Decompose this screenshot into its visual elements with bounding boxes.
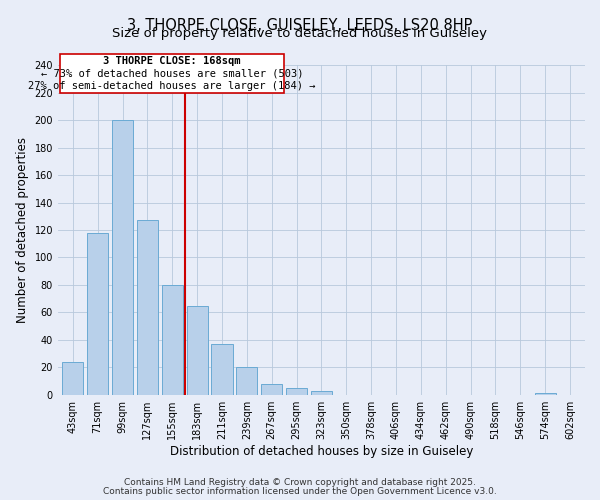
X-axis label: Distribution of detached houses by size in Guiseley: Distribution of detached houses by size … bbox=[170, 444, 473, 458]
Bar bbox=[236, 368, 257, 394]
Bar bbox=[61, 54, 284, 93]
Bar bbox=[311, 390, 332, 394]
Bar bbox=[211, 344, 233, 395]
Text: Size of property relative to detached houses in Guiseley: Size of property relative to detached ho… bbox=[113, 28, 487, 40]
Bar bbox=[286, 388, 307, 394]
Bar bbox=[261, 384, 282, 394]
Text: Contains public sector information licensed under the Open Government Licence v3: Contains public sector information licen… bbox=[103, 486, 497, 496]
Text: 3, THORPE CLOSE, GUISELEY, LEEDS, LS20 8HP: 3, THORPE CLOSE, GUISELEY, LEEDS, LS20 8… bbox=[127, 18, 473, 32]
Text: Contains HM Land Registry data © Crown copyright and database right 2025.: Contains HM Land Registry data © Crown c… bbox=[124, 478, 476, 487]
Text: 3 THORPE CLOSE: 168sqm: 3 THORPE CLOSE: 168sqm bbox=[103, 56, 241, 66]
Text: 27% of semi-detached houses are larger (184) →: 27% of semi-detached houses are larger (… bbox=[28, 81, 316, 91]
Bar bbox=[161, 285, 183, 395]
Y-axis label: Number of detached properties: Number of detached properties bbox=[16, 137, 29, 323]
Bar bbox=[112, 120, 133, 394]
Bar bbox=[137, 220, 158, 394]
Bar bbox=[187, 306, 208, 394]
Text: ← 73% of detached houses are smaller (503): ← 73% of detached houses are smaller (50… bbox=[41, 68, 304, 78]
Bar bbox=[62, 362, 83, 394]
Bar bbox=[87, 233, 108, 394]
